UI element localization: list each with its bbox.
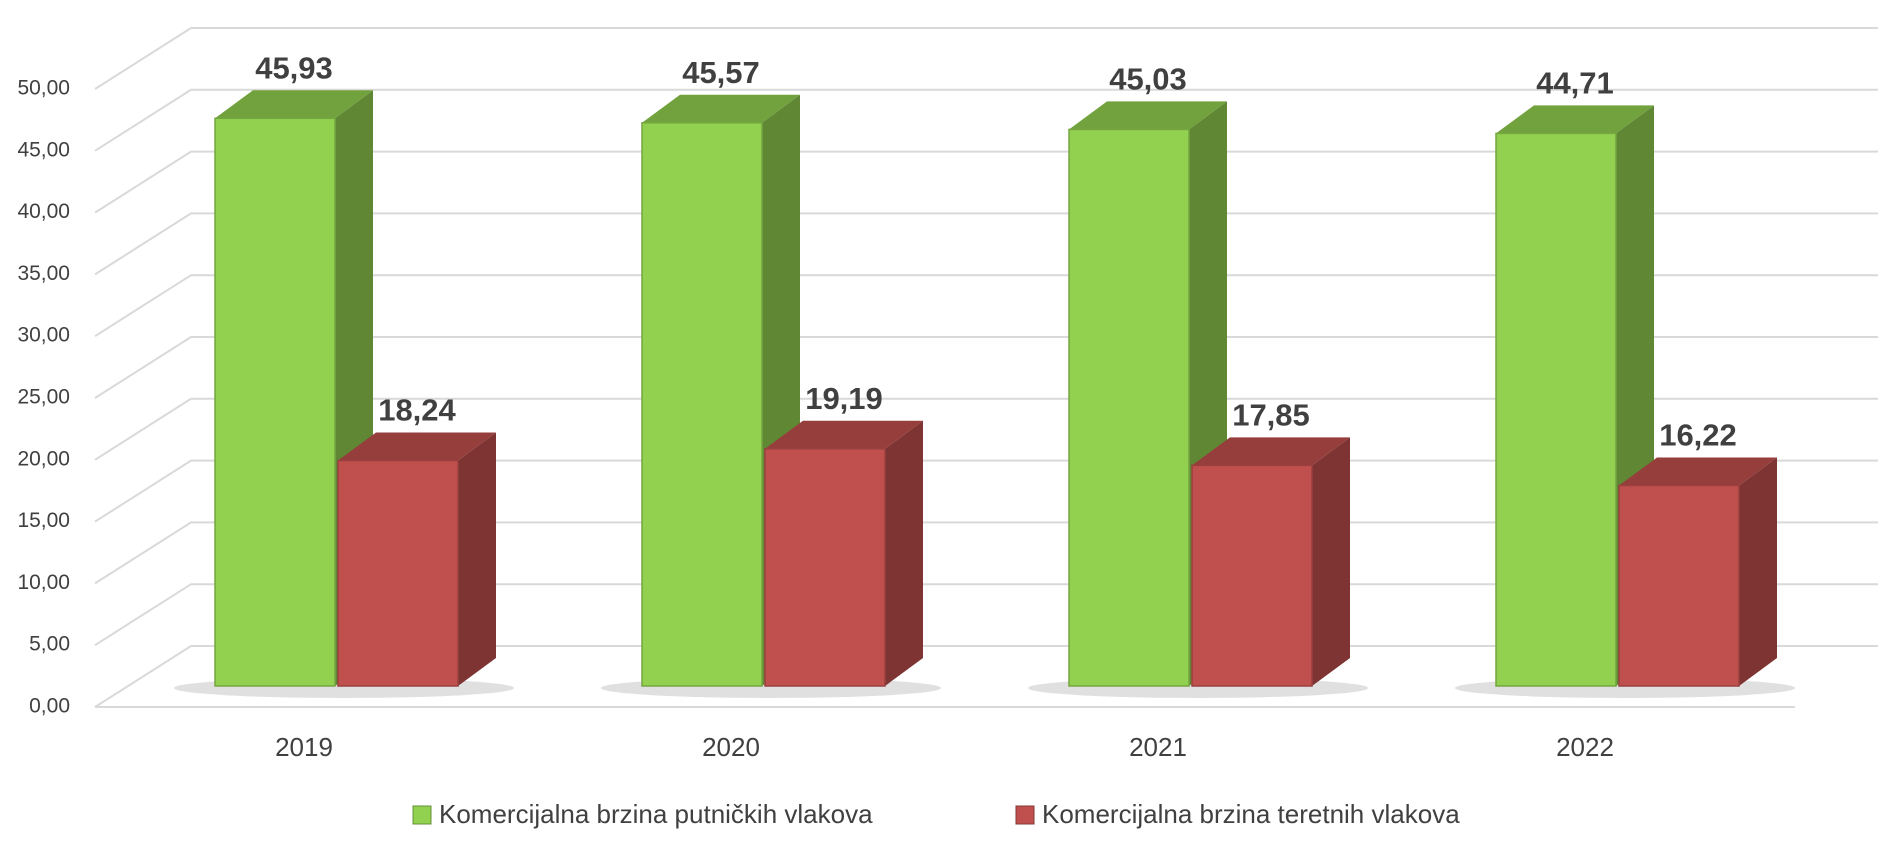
bar-side xyxy=(1739,457,1777,686)
bar-top xyxy=(338,432,496,461)
value-label: 16,22 xyxy=(1659,418,1737,453)
value-label: 19,19 xyxy=(805,381,883,416)
grid-line xyxy=(94,336,1878,399)
grid-line xyxy=(94,397,1878,461)
bar-top xyxy=(765,420,923,449)
bar xyxy=(764,448,886,687)
bar-top xyxy=(215,90,373,119)
bar xyxy=(1495,132,1617,687)
x-tick-label: 2019 xyxy=(275,732,333,762)
y-tick-label: 35,00 xyxy=(17,262,70,285)
bar-side xyxy=(458,432,496,686)
value-label: 44,71 xyxy=(1536,66,1614,101)
bar-top xyxy=(642,94,800,123)
y-tick-label: 50,00 xyxy=(17,77,70,100)
grid-line xyxy=(94,27,1878,90)
x-tick-label: 2020 xyxy=(702,732,760,762)
y-tick-label: 30,00 xyxy=(17,324,70,347)
bar-top xyxy=(1496,105,1654,134)
value-label: 18,24 xyxy=(378,393,456,428)
bar xyxy=(1191,464,1313,687)
x-tick-label: 2022 xyxy=(1556,732,1614,762)
bar-top xyxy=(1619,457,1777,486)
x-tick-label: 2021 xyxy=(1129,732,1187,762)
y-tick-label: 10,00 xyxy=(17,571,70,594)
legend-swatch xyxy=(412,805,432,825)
grid-line xyxy=(94,150,1878,214)
bar-top xyxy=(1069,101,1227,130)
bar xyxy=(214,117,336,687)
y-tick-label: 5,00 xyxy=(29,633,70,656)
value-label: 45,93 xyxy=(255,50,333,85)
bar xyxy=(1068,128,1190,687)
bar xyxy=(1618,484,1740,687)
grid-line xyxy=(94,212,1878,276)
y-tick-label: 0,00 xyxy=(29,695,70,718)
legend-label: Komercijalna brzina putničkih vlakova xyxy=(439,799,873,829)
y-tick-label: 45,00 xyxy=(17,138,70,161)
y-tick-label: 15,00 xyxy=(17,509,70,532)
bar-top xyxy=(1192,437,1350,466)
grid-line xyxy=(94,88,1878,152)
legend-swatch xyxy=(1015,805,1035,825)
value-label: 17,85 xyxy=(1232,398,1310,433)
grid-line xyxy=(94,274,1878,338)
bar xyxy=(641,122,763,687)
bar-side xyxy=(1312,437,1350,686)
value-label: 45,03 xyxy=(1109,62,1187,97)
bar xyxy=(337,459,459,687)
y-tick-label: 25,00 xyxy=(17,386,70,409)
bar-side xyxy=(885,420,923,686)
value-label: 45,57 xyxy=(682,55,760,90)
y-tick-label: 40,00 xyxy=(17,200,70,223)
y-tick-label: 20,00 xyxy=(17,447,70,470)
legend-label: Komercijalna brzina teretnih vlakova xyxy=(1042,799,1460,829)
